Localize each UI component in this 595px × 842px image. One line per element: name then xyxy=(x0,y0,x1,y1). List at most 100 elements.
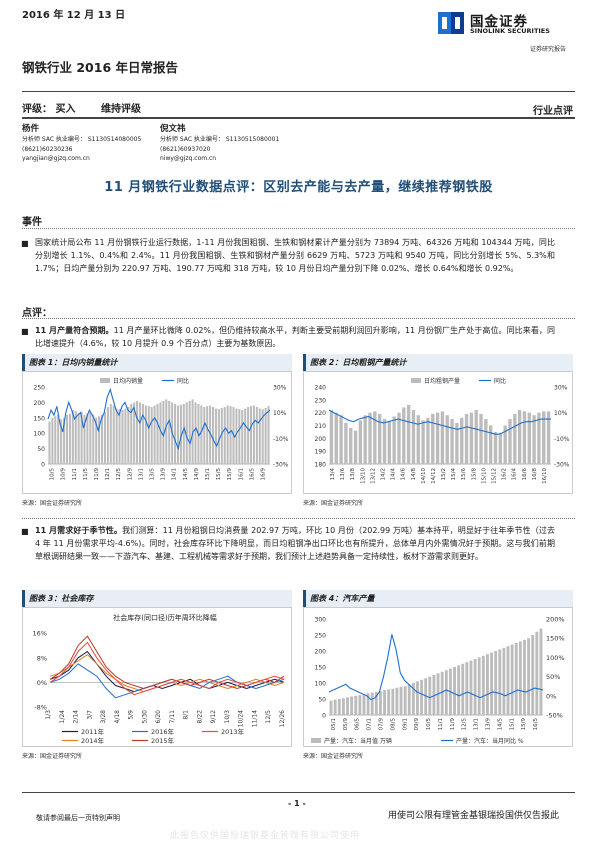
x-tick-label: 12/5 xyxy=(116,468,122,481)
x-tick-label: 11/5 xyxy=(83,468,89,481)
y-left-tick-label: 230 xyxy=(315,397,327,404)
bar xyxy=(162,400,165,464)
y-right-tick-label: 100% xyxy=(546,654,565,662)
bar xyxy=(424,678,428,715)
analyst-phone: (8621)60230236 xyxy=(22,145,73,153)
bar xyxy=(200,405,203,464)
bar xyxy=(484,419,488,464)
bar xyxy=(241,410,244,464)
bar xyxy=(542,411,546,464)
bar xyxy=(106,407,109,464)
bar xyxy=(89,411,92,464)
line-series xyxy=(328,634,544,701)
bar xyxy=(407,684,411,715)
bar xyxy=(416,415,420,464)
x-tick-label: 9/12 xyxy=(210,710,217,724)
legend-label: 日均粗钢产量 xyxy=(424,377,460,385)
rating-row: 评级： 买入 维持评级 xyxy=(22,100,163,115)
bar xyxy=(209,405,212,464)
x-tick-label: 13/6 xyxy=(340,468,346,481)
x-tick-label: 14/6 xyxy=(401,468,407,481)
bar xyxy=(74,411,77,464)
bar xyxy=(527,412,531,464)
legend-swatch-bar xyxy=(100,378,110,383)
analyst-name: 杨件 xyxy=(22,124,40,134)
x-tick-label: 2/14 xyxy=(73,710,80,724)
bar xyxy=(51,417,54,464)
analyst-email[interactable]: niwy@gjzq.com.cn xyxy=(160,155,217,162)
x-tick-label: 13/1 xyxy=(138,468,144,480)
bar xyxy=(399,686,403,715)
y-right-tick-label: -10% xyxy=(273,436,289,443)
y-right-tick-label: 50% xyxy=(546,673,560,681)
figure-1-title: 图表 1：日均内销量统计 xyxy=(22,354,292,371)
x-tick-label: 11/9 xyxy=(94,468,100,481)
bar xyxy=(220,407,223,464)
x-tick-label: 12/5 xyxy=(462,718,468,731)
bar xyxy=(229,406,232,464)
bullet-icon: ■ xyxy=(21,527,29,536)
analyst-email[interactable]: yangjian@gjzq.com.cn xyxy=(22,155,90,162)
analyst-2: 倪文祎 分析师 SAC 执业编号： S1130515080001 (8621)6… xyxy=(160,123,279,164)
report-category: 行业点评 xyxy=(533,106,573,117)
bar xyxy=(54,416,57,464)
bar xyxy=(354,695,358,715)
bar xyxy=(435,412,440,464)
x-tick-label: 14/12 xyxy=(431,468,437,484)
sinolink-logo: 国金证券 SINOLINK SECURITIES 证券研究报告 xyxy=(436,8,576,58)
x-tick-label: 16/5 xyxy=(533,718,539,731)
figure-3: 图表 3：社会库存 社会库存(同口径)历年周环比降幅 -8% 0% 8% 16% 1/3 1… xyxy=(22,590,292,760)
p1-lead: 11 月产量符合预期。 xyxy=(35,326,114,335)
bar xyxy=(527,638,531,715)
x-tick-label: 4/18 xyxy=(114,710,121,724)
legend-label: 同比 xyxy=(494,377,506,385)
bar xyxy=(249,406,253,464)
bar xyxy=(403,686,407,715)
bar xyxy=(416,681,419,715)
y-left-tick-label: 150 xyxy=(34,415,46,422)
bar xyxy=(461,663,465,715)
bar xyxy=(464,413,469,464)
analyst-1: 杨件 分析师 SAC 执业编号： S1130514080005 (8621)60… xyxy=(22,123,141,164)
logo-icon xyxy=(438,12,464,34)
bar xyxy=(518,641,522,715)
y-right-tick-label: 150% xyxy=(546,635,565,643)
figure-2-source: 来源：国金证券研究所 xyxy=(303,500,364,507)
bar xyxy=(174,403,177,464)
bar xyxy=(350,696,354,715)
bar xyxy=(188,400,191,464)
x-tick-label: 15/12 xyxy=(492,468,498,484)
bar xyxy=(374,691,378,715)
x-tick-label: 11/1 xyxy=(438,718,444,730)
bar xyxy=(127,407,130,464)
bar xyxy=(203,407,206,464)
x-tick-label: 7/11 xyxy=(169,710,176,724)
x-tick-label: 3/7 xyxy=(86,710,93,720)
figure-3-source: 来源：国金证券研究所 xyxy=(22,753,83,760)
bar xyxy=(383,690,386,715)
p1-text: 11 月产量环比微降 0.02%，但仍维持较高水平，判断主要受前期利润回升影响，… xyxy=(35,326,555,348)
legend-label: 2014年 xyxy=(81,736,105,745)
bar xyxy=(334,412,338,464)
bar xyxy=(344,422,348,464)
section-divider xyxy=(22,318,575,319)
report-title: 钢铁行业 2016 年日常报告 xyxy=(22,60,178,75)
x-tick-label: 16/4 xyxy=(512,468,518,481)
bar xyxy=(513,413,517,464)
bar xyxy=(179,404,182,464)
bar xyxy=(535,631,539,715)
logo-subtitle: 证券研究报告 xyxy=(530,46,567,53)
bar xyxy=(532,415,536,464)
x-tick-label: 07/9 xyxy=(379,718,385,731)
x-tick-label: 07/1 xyxy=(367,718,373,730)
y-left-tick-label: 100 xyxy=(34,431,46,438)
x-tick-label: 5/30 xyxy=(141,710,148,724)
bar xyxy=(77,413,80,464)
y-left-tick-label: 190 xyxy=(315,449,327,456)
bar xyxy=(473,659,477,715)
bar xyxy=(206,406,209,464)
figure-3-title: 图表 3：社会库存 xyxy=(22,590,292,607)
bar xyxy=(212,407,215,464)
figure-4-source: 来源：国金证券研究所 xyxy=(303,753,364,760)
x-tick-label: 16/10 xyxy=(542,468,548,484)
